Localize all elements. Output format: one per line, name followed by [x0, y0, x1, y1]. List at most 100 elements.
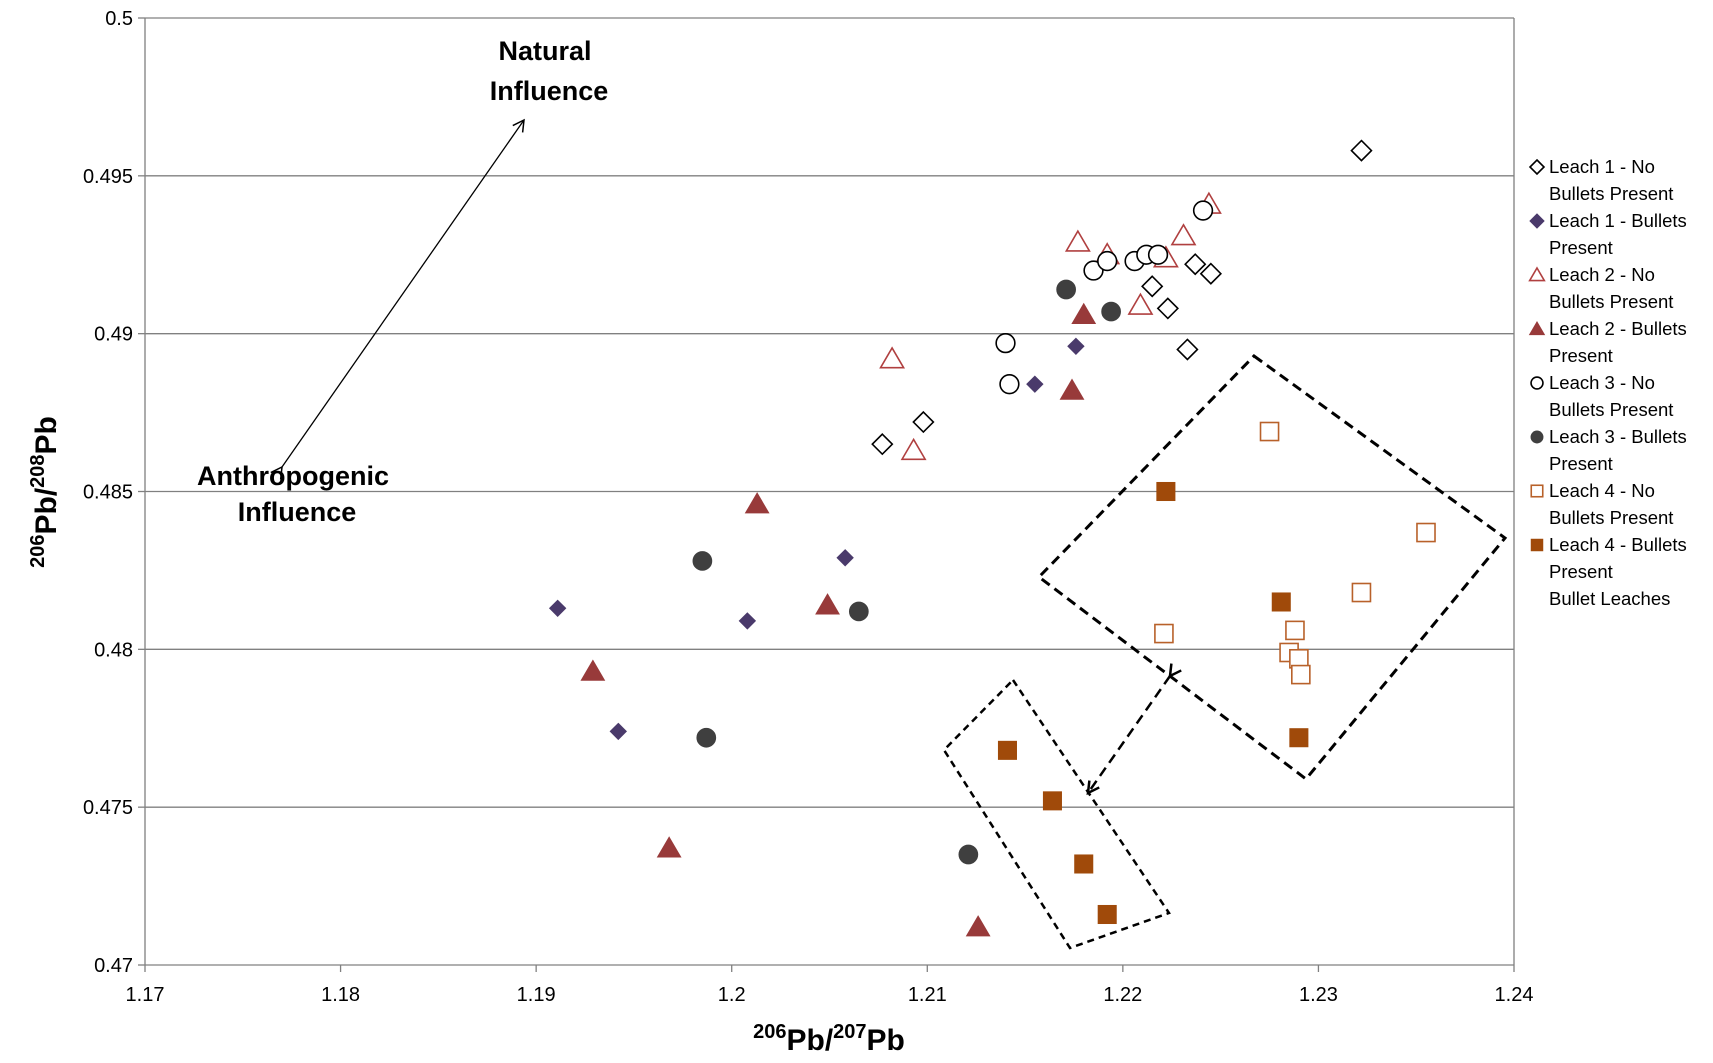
y-tick-label: 0.475 [83, 797, 133, 819]
data-point [1192, 200, 1214, 221]
data-point [1176, 338, 1199, 361]
series-4 [580, 302, 1097, 937]
data-point [738, 612, 757, 630]
data-point [692, 551, 713, 571]
legend-marker [1528, 158, 1546, 176]
legend-entry-label: Leach 3 - No [1549, 372, 1655, 393]
data-point [1156, 297, 1179, 320]
legend-marker [1530, 484, 1544, 498]
data-point [879, 346, 906, 369]
data-point [1127, 292, 1154, 315]
data-point [997, 740, 1017, 760]
legend-marker [1528, 266, 1546, 282]
legend-marker [1528, 321, 1546, 336]
series-5 [995, 200, 1214, 395]
data-point [580, 659, 606, 681]
natural-influence-label-line1: Natural [498, 36, 591, 66]
legend-entry-label: Leach 2 - Bullets [1549, 318, 1687, 339]
legend-note: Bullet Leaches [1549, 588, 1670, 609]
series-2 [548, 337, 1085, 741]
data-point [1154, 623, 1174, 644]
series-8 [997, 481, 1309, 925]
data-point [1285, 620, 1305, 641]
y-axis-title-sup2: 208 [27, 454, 49, 487]
data-point [999, 374, 1020, 395]
legend-entry-label: Present [1549, 453, 1613, 474]
data-point [609, 722, 627, 741]
dashed-double-arrow-shaft [1086, 663, 1182, 796]
dashed-double-arrow [1088, 678, 1092, 793]
x-tick-label: 1.21 [908, 984, 947, 1006]
legend-entry-label: Leach 1 - No [1549, 156, 1655, 177]
natural-influence-label-line2: Influence [490, 76, 609, 106]
data-point [1199, 262, 1222, 285]
data-point [1026, 375, 1044, 393]
x-axis-title-sup1: 206 [753, 1021, 786, 1043]
legend-entry-label: Bullets Present [1549, 291, 1673, 312]
x-tick-label: 1.24 [1495, 984, 1534, 1006]
data-point [1141, 275, 1164, 298]
data-point [1101, 301, 1121, 322]
x-tick-label: 1.23 [1299, 984, 1338, 1006]
legend-entry-label: Bullets Present [1549, 399, 1673, 420]
data-point [848, 601, 869, 622]
y-axis-title-tail: Pb [30, 416, 63, 454]
legend-marker [1530, 376, 1544, 390]
data-point [1083, 260, 1104, 281]
data-point [836, 549, 854, 567]
data-point [1071, 302, 1097, 325]
gridlines [145, 17, 1514, 808]
anthropogenic-influence-label-line2: Influence [238, 497, 357, 527]
x-tick-label: 1.22 [1103, 984, 1142, 1006]
data-point [871, 433, 894, 456]
data-point [995, 332, 1016, 354]
data-point [656, 836, 682, 858]
data-point [1291, 664, 1311, 685]
legend-entry-label: Leach 2 - No [1549, 264, 1655, 285]
data-point [958, 844, 979, 865]
x-axis-title-tail: Pb [867, 1024, 905, 1057]
small-dashed-enclosure [942, 678, 1171, 950]
x-axis-title-base: Pb/ [786, 1024, 833, 1057]
x-axis-title: 206Pb/207Pb [753, 1021, 905, 1057]
x-tick-label: 1.18 [321, 984, 360, 1006]
x-axis-title-sup2: 207 [833, 1021, 866, 1043]
data-point [1147, 244, 1169, 265]
data-point [744, 492, 770, 514]
series-7 [1154, 421, 1436, 685]
data-point [1042, 791, 1062, 811]
y-tick-label: 0.48 [94, 639, 133, 661]
legend-entry-label: Leach 3 - Bullets [1549, 426, 1687, 447]
data-points [548, 139, 1436, 937]
data-point [1351, 582, 1372, 603]
anthropogenic-influence-label-line1: Anthropogenic [197, 461, 389, 491]
legend-entry-label: Present [1549, 561, 1613, 582]
y-tick-label: 0.5 [105, 8, 133, 30]
natural-anthropogenic-arrow [270, 118, 525, 480]
data-point [1289, 728, 1309, 748]
data-point [815, 593, 840, 615]
y-tick-label: 0.47 [94, 955, 133, 977]
data-point [965, 915, 991, 937]
legend-entry-label: Leach 1 - Bullets [1549, 210, 1687, 231]
data-point [1056, 279, 1076, 300]
x-tick-label: 1.2 [718, 984, 746, 1006]
x-tick-labels: 1.17 1.18 1.19 1.2 1.21 1.22 1.23 1.24 [126, 965, 1534, 1006]
series-1 [871, 139, 1373, 456]
data-point [1097, 904, 1117, 925]
data-point [912, 410, 935, 434]
large-dashed-enclosure [1036, 354, 1508, 782]
data-point [548, 599, 567, 618]
legend-marker [1530, 430, 1544, 444]
y-tick-labels: 0.47 0.475 0.48 0.485 0.49 0.495 0.5 [83, 8, 145, 977]
legend: Leach 1 - No Bullets Present Leach 1 - Bul… [1528, 156, 1687, 609]
x-tick-label: 1.17 [126, 984, 165, 1006]
y-axis-title-sup1: 206 [27, 535, 49, 568]
series-6 [692, 279, 1121, 865]
legend-entry-label: Bullets Present [1549, 507, 1673, 528]
x-tick-label: 1.19 [517, 984, 556, 1006]
legend-marker [1530, 538, 1544, 552]
y-tick-label: 0.485 [83, 482, 133, 504]
data-point [1156, 481, 1176, 502]
